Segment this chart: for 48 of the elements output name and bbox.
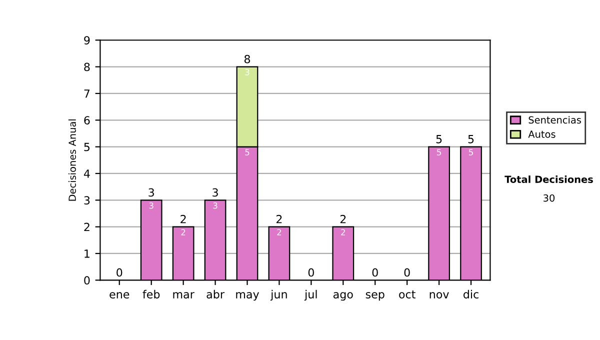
y-tick-label: 9 (84, 36, 90, 44)
text: 30 (544, 194, 555, 202)
x-tick-label: abr (206, 290, 224, 298)
text: Total Decisiones (504, 175, 593, 184)
x-tick-label: jun (270, 290, 287, 301)
total-label: 2 (340, 214, 346, 224)
data-label: 2 (341, 229, 345, 236)
x-tick-label: dic (464, 290, 478, 298)
data-label: 5 (437, 149, 441, 156)
total-label: 3 (148, 188, 154, 197)
x-tick-label: nov (430, 292, 449, 298)
data-label: 3 (149, 202, 154, 209)
total-label: 0 (116, 268, 122, 277)
legend-label: Sentencias (528, 116, 582, 124)
total-label: 8 (244, 54, 250, 64)
x-tick-label: ago (333, 292, 353, 301)
total-label: 3 (212, 188, 218, 197)
total-label: 5 (468, 135, 474, 144)
total-label: 0 (372, 268, 378, 277)
total-label: 2 (276, 214, 282, 224)
y-tick-label: 5 (84, 142, 90, 152)
data-label: 3 (213, 202, 218, 209)
y-tick-label: 1 (84, 250, 90, 258)
y-tick-label: 4 (84, 170, 90, 178)
data-label: 2 (277, 229, 282, 236)
total-label: 0 (308, 268, 314, 277)
data-label: 2 (181, 229, 186, 236)
legend-label: Autos (528, 130, 556, 138)
data-label: 5 (245, 149, 250, 156)
total-label: 5 (436, 135, 442, 144)
y-tick-label: 8 (84, 62, 90, 72)
total-label: 0 (404, 268, 410, 277)
total-label: 2 (180, 214, 186, 224)
data-label: 5 (469, 149, 473, 156)
y-tick-label: 6 (84, 116, 90, 125)
y-tick-label: 3 (84, 196, 90, 205)
x-tick-label: may (236, 292, 260, 301)
x-tick-label: feb (142, 290, 160, 298)
x-tick-label: jul (304, 290, 317, 301)
data-label: 3 (245, 69, 250, 76)
y-axis-title: Decisiones Anual (68, 119, 76, 201)
x-tick-label: oct (399, 290, 416, 298)
x-tick-label: mar (173, 292, 194, 298)
x-tick-label: sep (366, 292, 384, 301)
y-tick-label: 2 (84, 222, 90, 232)
y-tick-label: 0 (84, 276, 90, 285)
y-tick-label: 7 (84, 90, 90, 98)
x-tick-label: ene (110, 292, 130, 298)
